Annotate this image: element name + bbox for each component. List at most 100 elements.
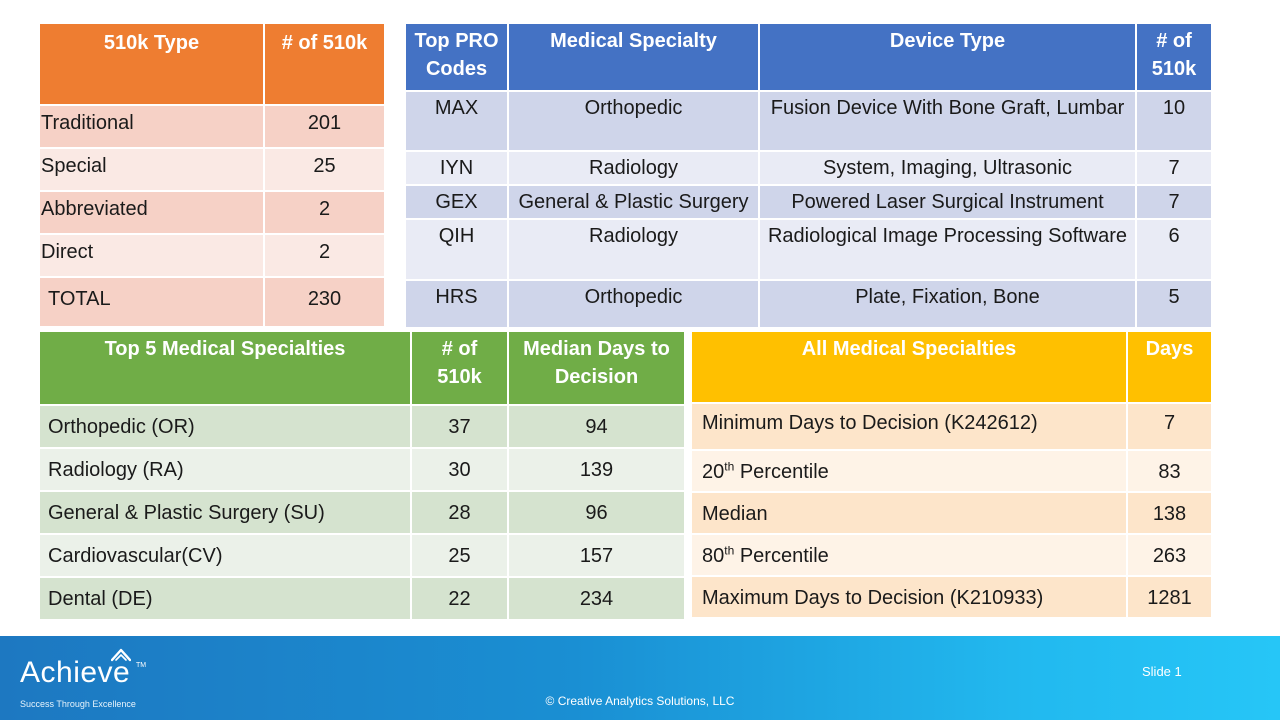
specialty-name: Dental (DE)	[38, 576, 412, 621]
table-row: IYN Radiology System, Imaging, Ultrasoni…	[404, 150, 1213, 186]
header-top-specialties: Top 5 Medical Specialties	[38, 330, 412, 406]
achieve-logo: Achieve TM Success Through Excellence	[18, 644, 168, 714]
pro-count: 7	[1135, 184, 1213, 220]
total-row: TOTAL 230	[38, 276, 386, 328]
statistic-days: 83	[1126, 449, 1213, 493]
pro-code: MAX	[404, 90, 509, 152]
statistic-label: 20th Percentile	[690, 449, 1128, 493]
table-row: General & Plastic Surgery (SU) 28 96	[38, 490, 686, 535]
statistic-days: 263	[1126, 533, 1213, 577]
table-row: Traditional 201	[38, 104, 386, 149]
specialty-median-days: 234	[507, 576, 686, 621]
specialty-name: Orthopedic (OR)	[38, 404, 412, 449]
specialty-median-days: 157	[507, 533, 686, 578]
table-row: Cardiovascular(CV) 25 157	[38, 533, 686, 578]
pro-specialty: Radiology	[507, 218, 760, 281]
table-header-row: All Medical Specialties Days	[690, 330, 1213, 404]
table-row: Maximum Days to Decision (K210933) 1281	[690, 575, 1213, 619]
table-row: Direct 2	[38, 233, 386, 278]
table-row: Radiology (RA) 30 139	[38, 447, 686, 492]
table-row: Orthopedic (OR) 37 94	[38, 404, 686, 449]
pro-count: 6	[1135, 218, 1213, 281]
header-count: # of 510k	[410, 330, 509, 406]
table-row: Dental (DE) 22 234	[38, 576, 686, 621]
pro-specialty: General & Plastic Surgery	[507, 184, 760, 220]
pro-code: GEX	[404, 184, 509, 220]
type-name: Special	[38, 147, 265, 192]
pro-code: IYN	[404, 150, 509, 186]
statistic-days: 1281	[1126, 575, 1213, 619]
pro-device-type: Plate, Fixation, Bone	[758, 279, 1137, 329]
table-row: GEX General & Plastic Surgery Powered La…	[404, 184, 1213, 220]
specialty-count: 37	[410, 404, 509, 449]
header-days: Days	[1126, 330, 1213, 404]
specialty-median-days: 96	[507, 490, 686, 535]
table-row: 20th Percentile 83	[690, 449, 1213, 493]
specialty-count: 30	[410, 447, 509, 492]
footer-bar: Achieve TM Success Through Excellence Sl…	[0, 636, 1280, 720]
header-medical-specialty: Medical Specialty	[507, 22, 760, 92]
statistic-label: 80th Percentile	[690, 533, 1128, 577]
table-header-row: Top 5 Medical Specialties # of 510k Medi…	[38, 330, 686, 406]
type-count: 25	[263, 147, 386, 192]
table-row: Median 138	[690, 491, 1213, 535]
pro-specialty: Orthopedic	[507, 90, 760, 152]
table-row: Abbreviated 2	[38, 190, 386, 235]
pro-device-type: System, Imaging, Ultrasonic	[758, 150, 1137, 186]
table-row: Minimum Days to Decision (K242612) 7	[690, 402, 1213, 451]
table-header-row: 510k Type # of 510k	[38, 22, 386, 106]
top-specialties-table: Top 5 Medical Specialties # of 510k Medi…	[38, 330, 686, 621]
pro-count: 7	[1135, 150, 1213, 186]
header-median-days: Median Days to Decision	[507, 330, 686, 406]
logo-trademark: TM	[136, 662, 147, 669]
specialty-name: Radiology (RA)	[38, 447, 412, 492]
specialty-count: 22	[410, 576, 509, 621]
statistic-days: 138	[1126, 491, 1213, 535]
type-count: 2	[263, 233, 386, 278]
510k-type-table: 510k Type # of 510k Traditional 201 Spec…	[38, 22, 386, 328]
pro-code: HRS	[404, 279, 509, 329]
pro-device-type: Fusion Device With Bone Graft, Lumbar	[758, 90, 1137, 152]
table-row: MAX Orthopedic Fusion Device With Bone G…	[404, 90, 1213, 152]
header-count: # of 510k	[263, 22, 386, 106]
specialty-median-days: 139	[507, 447, 686, 492]
table-row: Special 25	[38, 147, 386, 192]
pro-code: QIH	[404, 218, 509, 281]
header-pro-codes: Top PRO Codes	[404, 22, 509, 92]
pro-specialty: Radiology	[507, 150, 760, 186]
statistic-label: Median	[690, 491, 1128, 535]
specialty-name: Cardiovascular(CV)	[38, 533, 412, 578]
header-count: # of 510k	[1135, 22, 1213, 92]
statistic-days: 7	[1126, 402, 1213, 451]
pro-specialty: Orthopedic	[507, 279, 760, 329]
specialty-count: 28	[410, 490, 509, 535]
copyright-text: © Creative Analytics Solutions, LLC	[545, 694, 735, 708]
total-count: 230	[263, 276, 386, 328]
table-row: QIH Radiology Radiological Image Process…	[404, 218, 1213, 281]
specialty-count: 25	[410, 533, 509, 578]
type-count: 201	[263, 104, 386, 149]
logo-swoosh-icon	[111, 648, 131, 662]
type-count: 2	[263, 190, 386, 235]
type-name: Traditional	[38, 104, 265, 149]
logo-tagline: Success Through Excellence	[20, 699, 136, 709]
specialty-median-days: 94	[507, 404, 686, 449]
total-label: TOTAL	[38, 276, 265, 328]
statistic-label: Minimum Days to Decision (K242612)	[690, 402, 1128, 451]
header-all-specialties: All Medical Specialties	[690, 330, 1128, 404]
pro-device-type: Radiological Image Processing Software	[758, 218, 1137, 281]
table-row: HRS Orthopedic Plate, Fixation, Bone 5	[404, 279, 1213, 329]
header-510k-type: 510k Type	[38, 22, 265, 106]
pro-count: 10	[1135, 90, 1213, 152]
logo-wordmark: Achieve	[20, 656, 131, 689]
all-specialties-table: All Medical Specialties Days Minimum Day…	[690, 330, 1213, 619]
pro-codes-table: Top PRO Codes Medical Specialty Device T…	[404, 22, 1213, 329]
statistic-label: Maximum Days to Decision (K210933)	[690, 575, 1128, 619]
specialty-name: General & Plastic Surgery (SU)	[38, 490, 412, 535]
header-device-type: Device Type	[758, 22, 1137, 92]
type-name: Abbreviated	[38, 190, 265, 235]
pro-device-type: Powered Laser Surgical Instrument	[758, 184, 1137, 220]
pro-count: 5	[1135, 279, 1213, 329]
type-name: Direct	[38, 233, 265, 278]
table-row: 80th Percentile 263	[690, 533, 1213, 577]
